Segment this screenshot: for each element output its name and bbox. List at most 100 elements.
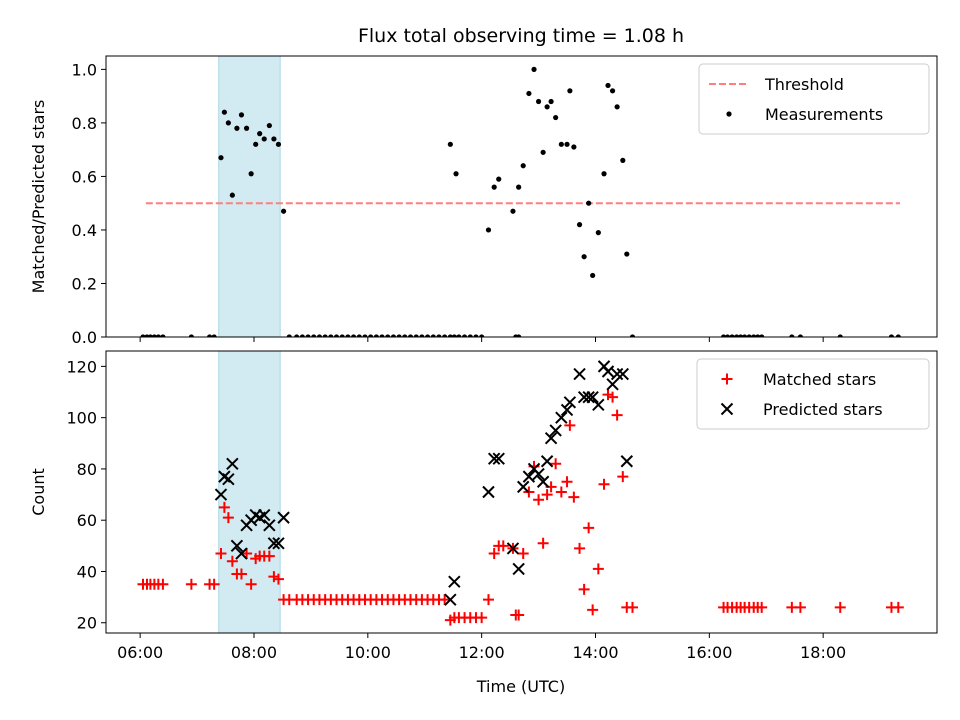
data-point: [467, 334, 473, 337]
y-tick-label: 40: [77, 562, 97, 581]
data-point: [609, 88, 616, 94]
data-point: [339, 334, 345, 337]
data-point: [373, 334, 379, 337]
y-tick-label: 80: [77, 460, 97, 479]
y-axis-label: Count: [29, 468, 48, 516]
data-point: [888, 334, 895, 337]
data-point: [549, 424, 562, 437]
legend-swatch: [720, 402, 734, 416]
data-point: [496, 176, 502, 182]
data-point: [226, 555, 238, 567]
data-point: [157, 578, 169, 590]
data-point: [448, 575, 461, 588]
data-point: [328, 334, 334, 337]
data-point: [595, 230, 601, 236]
data-point: [248, 171, 254, 177]
data-point: [837, 334, 843, 337]
data-point: [720, 334, 727, 337]
data-point: [436, 334, 442, 337]
data-point: [333, 334, 340, 337]
data-point: [537, 537, 549, 549]
data-point: [606, 378, 619, 391]
data-point: [362, 334, 368, 337]
y-tick-label: 0.2: [72, 274, 97, 293]
data-point: [582, 390, 595, 404]
x-tick-label: 10:00: [345, 643, 391, 662]
y-tick-label: 60: [77, 511, 97, 530]
data-point: [558, 141, 564, 147]
data-point: [257, 131, 263, 137]
data-point: [241, 548, 253, 560]
x-tick-label: 14:00: [572, 643, 618, 662]
data-point: [444, 593, 457, 606]
y-tick-label: 100: [66, 409, 97, 428]
data-point: [548, 98, 554, 105]
data-point: [226, 457, 239, 471]
data-point: [214, 488, 228, 501]
data-layer: [137, 360, 904, 626]
data-point: [261, 136, 267, 142]
axes-frame: [105, 55, 938, 338]
data-point: [522, 470, 536, 483]
data-point: [553, 114, 559, 121]
data-point: [724, 334, 731, 337]
y-tick-label: 0.8: [72, 114, 97, 133]
data-point: [286, 334, 292, 337]
y-tick-label: 0.4: [72, 221, 97, 240]
data-point: [517, 480, 530, 494]
data-point: [510, 208, 516, 214]
data-point: [586, 390, 599, 404]
data-point: [598, 478, 610, 490]
legend-swatch: [721, 373, 733, 385]
data-point: [516, 334, 522, 337]
x-axis-label: Time (UTC): [476, 677, 565, 696]
data-point: [253, 141, 259, 147]
data-point: [350, 334, 357, 337]
data-point: [544, 431, 558, 445]
data-point: [188, 334, 194, 337]
data-point: [407, 334, 414, 337]
data-point: [586, 200, 592, 206]
data-point: [533, 494, 545, 506]
data-point: [218, 155, 224, 161]
legend-swatch: [726, 111, 732, 117]
x-tick-label: 08:00: [231, 643, 277, 662]
data-point: [147, 334, 153, 337]
data-point: [222, 472, 235, 486]
data-point: [895, 334, 901, 337]
data-point: [544, 104, 550, 110]
data-point: [266, 122, 272, 129]
data-point: [555, 486, 567, 498]
data-point: [479, 334, 485, 337]
data-point: [263, 550, 275, 562]
data-point: [447, 334, 453, 337]
data-point: [419, 334, 425, 337]
data-point: [568, 491, 580, 503]
top-panel-ratio: 0.0 0.2 0.4 0.6 0.8 1.0 Matched/Predicted star…: [29, 55, 938, 347]
data-point: [235, 547, 248, 560]
data-point: [155, 334, 161, 337]
data-point: [729, 334, 735, 337]
x-tick-label: 12:00: [459, 643, 505, 662]
data-point: [243, 125, 250, 131]
x-tick-label: 06:00: [117, 643, 163, 662]
data-point: [513, 609, 525, 621]
data-point: [488, 548, 500, 560]
data-point: [245, 578, 257, 590]
bottom-panel-counts: 20 40 60 80 100 120 06:00 08:00 10:00 12:00 14:00 1…: [29, 350, 938, 662]
data-point: [222, 512, 234, 524]
legend-box: [698, 63, 930, 135]
data-point: [517, 548, 529, 560]
data-point: [461, 334, 468, 337]
data-point: [535, 98, 542, 105]
data-point: [592, 398, 605, 412]
data-point: [892, 601, 904, 613]
data-point: [492, 452, 505, 465]
axes-frame: [105, 350, 938, 634]
data-point: [520, 163, 526, 169]
legend-entry-label: Matched stars: [763, 370, 876, 389]
data-point: [235, 568, 247, 580]
data-point: [540, 149, 546, 155]
data-point: [206, 334, 213, 337]
